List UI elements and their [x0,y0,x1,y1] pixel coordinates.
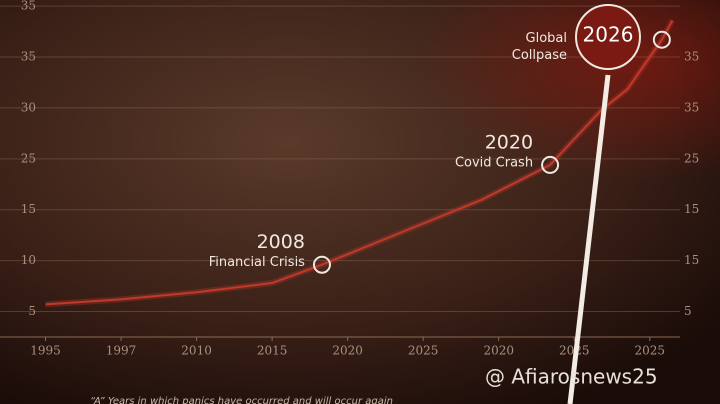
x-tick-label: 2010 [181,344,212,358]
y2-tick-label: 35 [684,50,699,64]
y2-tick-label: 25 [684,151,699,165]
annotation-marker [541,155,560,174]
annotation-text: Covid Crash [455,155,533,170]
annotation-year: 2008 [257,231,305,253]
watermark: @ Afiarosnews25 [485,365,658,389]
y-tick-label: 25 [21,151,36,165]
x-tick-label: 2020 [483,344,514,358]
annotation-text: Global Collpase [512,31,567,63]
x-tick-label: 1997 [106,344,137,358]
x-tick-label: 1995 [30,344,61,358]
annotation-year: 2020 [485,131,533,153]
y2-tick-label: 35 [684,100,699,114]
highlight-circle [575,4,641,70]
footnote: “A” Years in which panics have occurred … [90,396,393,404]
y-tick-label: 30 [21,100,36,114]
x-tick-label: 2020 [332,344,363,358]
annotation-text: Financial Crisis [209,255,305,270]
y2-tick-label: 5 [684,304,692,318]
y-tick-label: 5 [28,304,36,318]
y-tick-label: 15 [21,202,36,216]
pointer-line [567,74,611,404]
annotation-year: 2026 [583,23,634,47]
line [45,19,674,306]
y-tick-label: 35 [21,50,36,64]
x-tick-label: 2025 [635,344,666,358]
x-tick-label: 2015 [257,344,288,358]
x-tick-label: 2025 [408,344,439,358]
y-tick-label: 10 [21,253,36,267]
y2-tick-label: 15 [684,202,699,216]
annotation-marker [652,30,671,49]
annotation-marker [312,255,331,274]
y-tick-label: 35 [21,0,36,13]
y2-tick-label: 15 [684,253,699,267]
